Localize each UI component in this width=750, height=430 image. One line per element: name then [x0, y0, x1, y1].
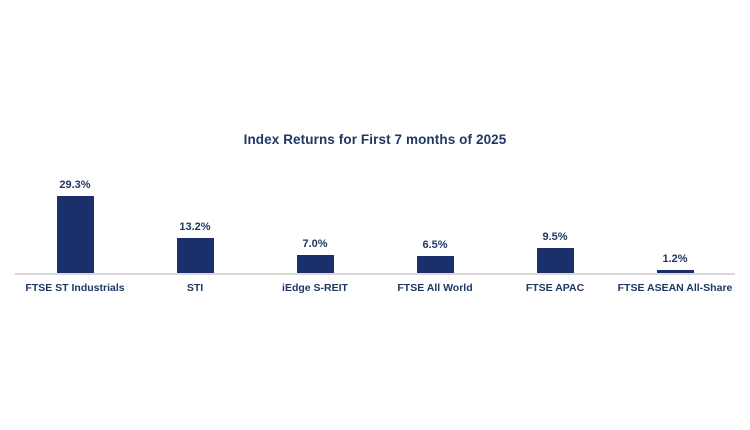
bar	[176, 238, 214, 273]
bar-value-label: 13.2%	[179, 221, 211, 233]
bar-group: 6.5% FTSE All World	[375, 160, 495, 294]
bar-value-label: 6.5%	[422, 239, 448, 251]
bar-value-label: 7.0%	[302, 238, 328, 250]
bar	[416, 256, 454, 273]
bar-group: 29.3% FTSE ST Industrials	[15, 160, 135, 294]
bar-group: 13.2% STI	[135, 160, 255, 294]
bar-group: 7.0% iEdge S-REIT	[255, 160, 375, 294]
bar-group: 9.5% FTSE APAC	[495, 160, 615, 294]
bar	[536, 248, 574, 273]
category-label: FTSE ASEAN All-Share	[617, 282, 733, 294]
x-axis-line	[15, 273, 735, 275]
category-label: STI	[186, 282, 204, 294]
category-label: FTSE APAC	[525, 282, 585, 294]
chart-title: Index Returns for First 7 months of 2025	[243, 132, 507, 147]
category-label: iEdge S-REIT	[282, 282, 348, 294]
category-label: FTSE ST Industrials	[25, 282, 125, 294]
bar-series: 29.3% FTSE ST Industrials 13.2% STI 7.0% iEdg…	[15, 160, 735, 294]
plot-area: 29.3% FTSE ST Industrials 13.2% STI 7.0% iEdg…	[15, 160, 735, 294]
bar-group: 1.2% FTSE ASEAN All-Share	[615, 160, 735, 294]
bar-value-label: 29.3%	[59, 179, 91, 191]
bar-value-label: 9.5%	[542, 231, 568, 243]
category-label: FTSE All World	[397, 282, 473, 294]
bar-value-label: 1.2%	[662, 253, 688, 265]
bar	[656, 270, 694, 273]
bar	[56, 196, 94, 273]
bar	[296, 255, 334, 273]
